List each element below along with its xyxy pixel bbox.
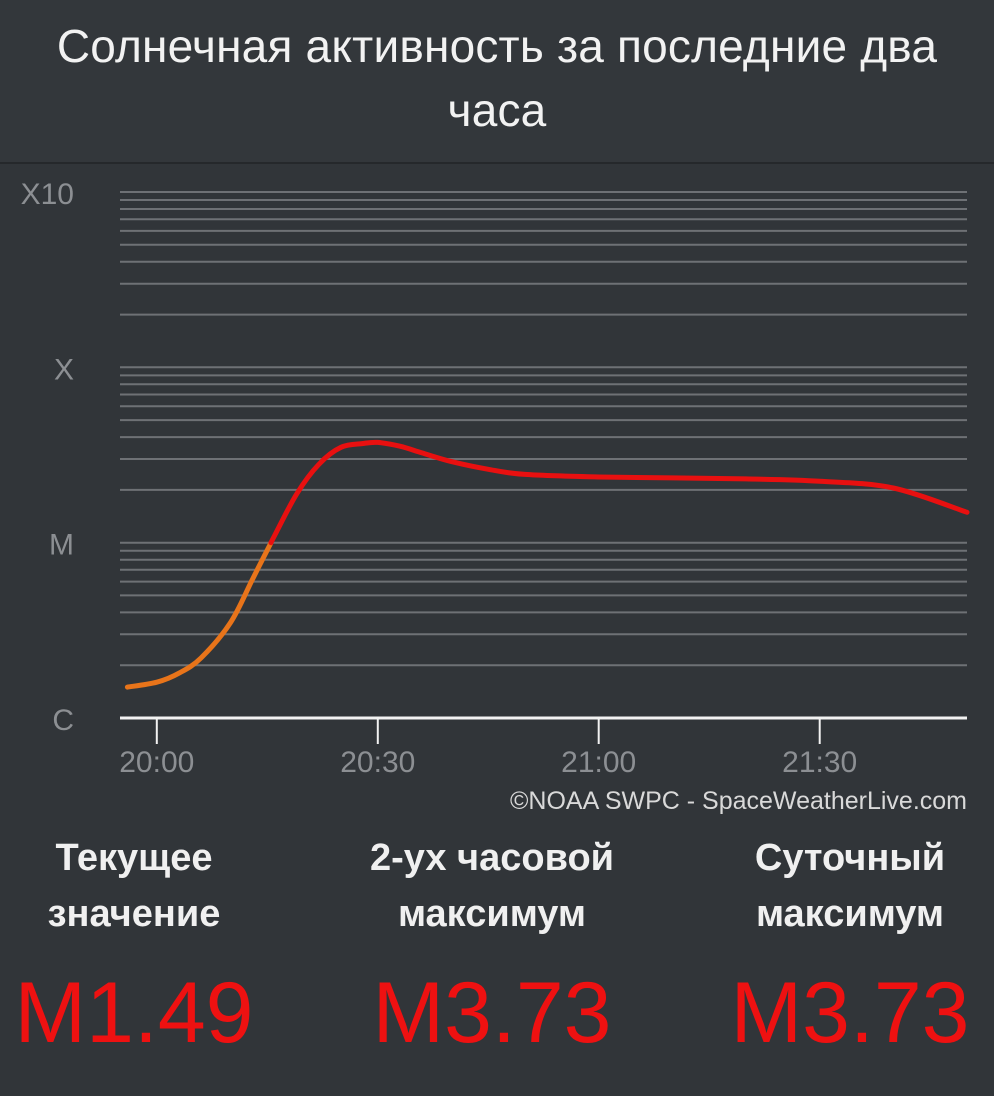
page-title: Солнечная активность за последние два ча… xyxy=(56,20,938,136)
flux-line-c-class xyxy=(124,540,274,690)
x-tick-label: 21:00 xyxy=(561,746,636,779)
y-tick-label: C xyxy=(52,704,74,737)
chart-credit: ©NOAA SWPC - SpaceWeatherLive.com xyxy=(510,787,967,815)
stat-daily-max: Суточный максимум M3.73 xyxy=(712,830,988,1058)
grid-lines xyxy=(120,191,967,667)
y-tick-label: X10 xyxy=(21,178,74,211)
header: Солнечная активность за последние два ча… xyxy=(0,0,994,164)
flux-line-m-class xyxy=(268,439,970,546)
flux-series xyxy=(124,439,970,690)
y-tick-label: M xyxy=(49,529,74,562)
x-tick-label: 20:00 xyxy=(119,746,194,779)
xray-flux-chart: C M X X10 20:00 20:30 21:00 21:30 ©NOAA SWPC -… xyxy=(21,178,970,815)
y-tick-label: X xyxy=(54,353,74,386)
stat-2h-max-value: M3.73 xyxy=(372,965,612,1061)
stat-2h-max: 2-ух часовой максимум M3.73 xyxy=(340,830,644,1058)
stat-current-value: M1.49 xyxy=(14,965,254,1061)
x-tick-labels: 20:00 20:30 21:00 21:30 xyxy=(119,746,857,779)
stat-daily-max-value: M3.73 xyxy=(730,965,970,1061)
stat-current: Текущее значение M1.49 xyxy=(0,830,268,1058)
x-tick-label: 21:30 xyxy=(782,746,857,779)
stat-current-label: Текущее значение xyxy=(47,837,221,935)
x-tick-label: 20:30 xyxy=(340,746,415,779)
stats-panel: Текущее значение M1.49 2-ух часовой макс… xyxy=(0,830,994,1096)
y-tick-labels: C M X X10 xyxy=(21,178,74,737)
x-axis xyxy=(120,716,967,744)
stat-2h-max-label: 2-ух часовой максимум xyxy=(369,837,615,935)
stat-daily-max-label: Суточный максимум xyxy=(754,837,946,935)
